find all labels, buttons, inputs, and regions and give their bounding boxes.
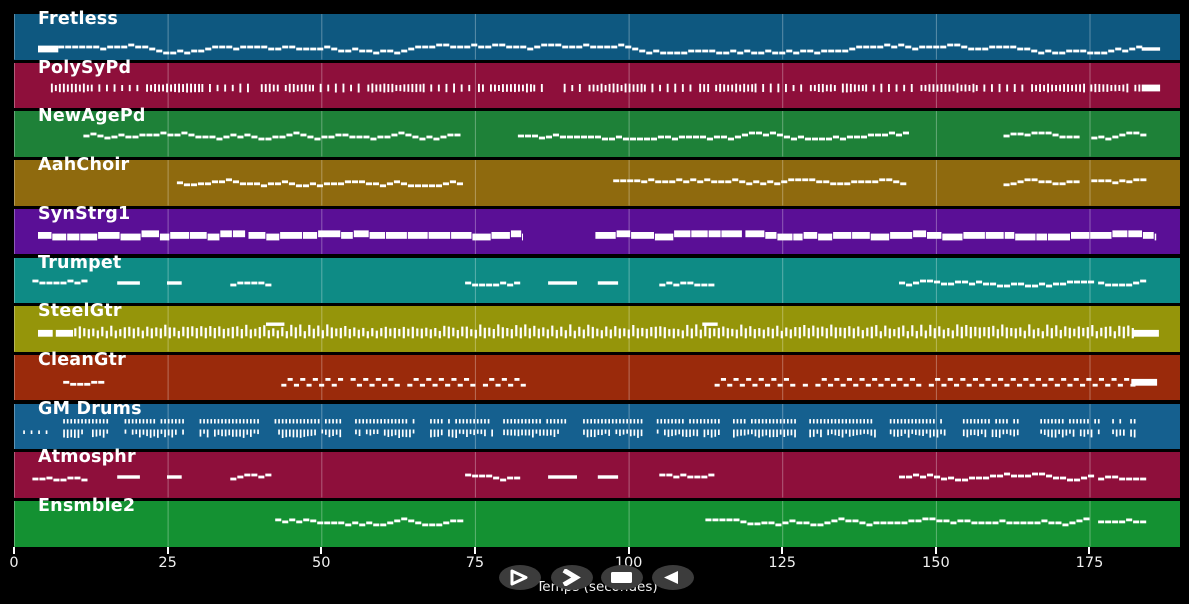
track-band-atmosphr: Atmosphr: [14, 447, 1180, 498]
track-label: PolySyPd: [38, 57, 132, 78]
axis-tick-label: 125: [768, 555, 797, 571]
track-notes: [14, 306, 1159, 352]
track-band-cleangtr: CleanGtr: [14, 350, 1180, 401]
track-label: Ensmble2: [38, 496, 136, 516]
track-band-aahchoir: AahChoir: [14, 155, 1180, 206]
axis-tick: [473, 547, 476, 554]
axis-tick: [934, 547, 937, 554]
rewind-button[interactable]: [652, 565, 694, 590]
track-notes: [14, 501, 1147, 547]
axis-tick-label: 175: [1075, 555, 1104, 571]
track-notes: [14, 160, 1147, 206]
track-notes: [14, 111, 1147, 157]
fast-forward-icon: [562, 569, 581, 586]
play-button[interactable]: [499, 565, 541, 590]
stop-icon: [611, 572, 632, 583]
axis-tick-label: 25: [158, 555, 177, 571]
track-band-gm-drums: GM Drums: [14, 399, 1180, 450]
axis-tick: [166, 547, 169, 554]
track-band-steelgtr: SteelGtr: [14, 301, 1180, 352]
track-notes: [14, 354, 1158, 401]
axis-tick: [13, 547, 15, 554]
track-label: SteelGtr: [38, 301, 122, 322]
track-band-synstrg1: SynStrg1: [14, 204, 1180, 255]
track-notes: [14, 452, 1147, 498]
track-label: Fretless: [38, 9, 118, 29]
track-notes: [14, 403, 1136, 450]
axis-tick: [781, 547, 784, 554]
axis-tick-label: 75: [465, 555, 485, 571]
track-label: Atmosphr: [38, 447, 136, 468]
axis-tick: [627, 547, 630, 554]
track-label: CleanGtr: [38, 349, 126, 370]
track-label: Trumpet: [38, 252, 122, 273]
track-label: SynStrg1: [38, 203, 131, 224]
track-label: NewAgePd: [38, 106, 146, 127]
track-band-newagepd: NewAgePd: [14, 106, 1180, 157]
axis-tick-label: 0: [9, 555, 19, 571]
track-notes: [14, 62, 1161, 109]
track-label: GM Drums: [38, 398, 142, 419]
rewind-icon: [664, 571, 678, 584]
fast-forward-button[interactable]: [551, 565, 593, 590]
track-notes: [14, 208, 1157, 255]
track-band-fretless: Fretless: [14, 9, 1180, 60]
track-band-ensmble2: Ensmble2: [14, 496, 1180, 547]
axis-tick-label: 150: [922, 555, 950, 571]
track-band-polysypd: PolySyPd: [14, 58, 1180, 109]
track-notes: [14, 14, 1161, 60]
stop-button[interactable]: [601, 565, 643, 590]
axis-tick-label: 50: [312, 555, 331, 571]
axis-tick: [320, 547, 323, 554]
axis-tick: [1088, 547, 1091, 554]
play-outline-icon: [510, 569, 528, 586]
track-label: AahChoir: [38, 155, 130, 176]
track-band-trumpet: Trumpet: [14, 253, 1180, 303]
track-notes: [14, 257, 1147, 303]
